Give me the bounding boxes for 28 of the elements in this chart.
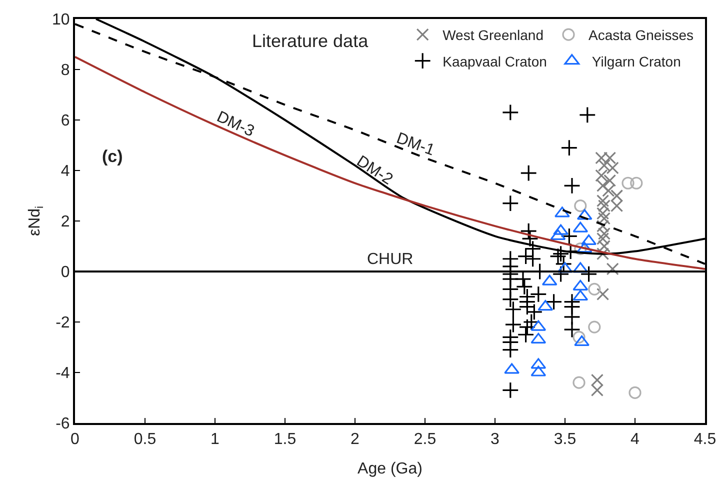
y-tick-label: -6 (56, 416, 70, 433)
y-tick-label: 6 (60, 112, 70, 130)
x-tick-label: 4.5 (694, 431, 716, 448)
y-tick-label: -2 (56, 314, 70, 332)
y-tick-label: 0 (60, 264, 70, 282)
y-tick-label: -4 (56, 365, 70, 382)
legend-label: Acasta Gneisses (588, 27, 694, 44)
x-tick-label: 4 (630, 431, 640, 448)
x-tick-label: 1 (210, 431, 220, 448)
annotation: (c) (102, 147, 123, 166)
legend-label: Kaapvaal Craton (442, 53, 547, 70)
legend-label: West Greenland (442, 27, 544, 44)
x-axis-title: Age (Ga) (358, 460, 422, 478)
x-tick-label: 1.5 (274, 431, 296, 448)
x-tick-label: 0.5 (134, 431, 156, 448)
annotation: DM-3 (214, 108, 257, 140)
y-tick-label: 8 (60, 62, 70, 80)
annotation: DM-1 (394, 130, 437, 160)
x-tick-label: 3 (490, 431, 500, 448)
y-tick-label: 4 (60, 163, 70, 180)
y-tick-label: 10 (52, 12, 70, 29)
x-tick-label: 3.5 (554, 431, 576, 448)
x-tick-label: 2.5 (414, 431, 436, 448)
legend-label: Yilgarn Craton (592, 53, 681, 70)
y-tick-label: 2 (60, 214, 70, 231)
ref-line-label: CHUR (367, 251, 414, 268)
x-tick-label: 2 (350, 431, 360, 448)
annotation: Literature data (252, 31, 370, 51)
